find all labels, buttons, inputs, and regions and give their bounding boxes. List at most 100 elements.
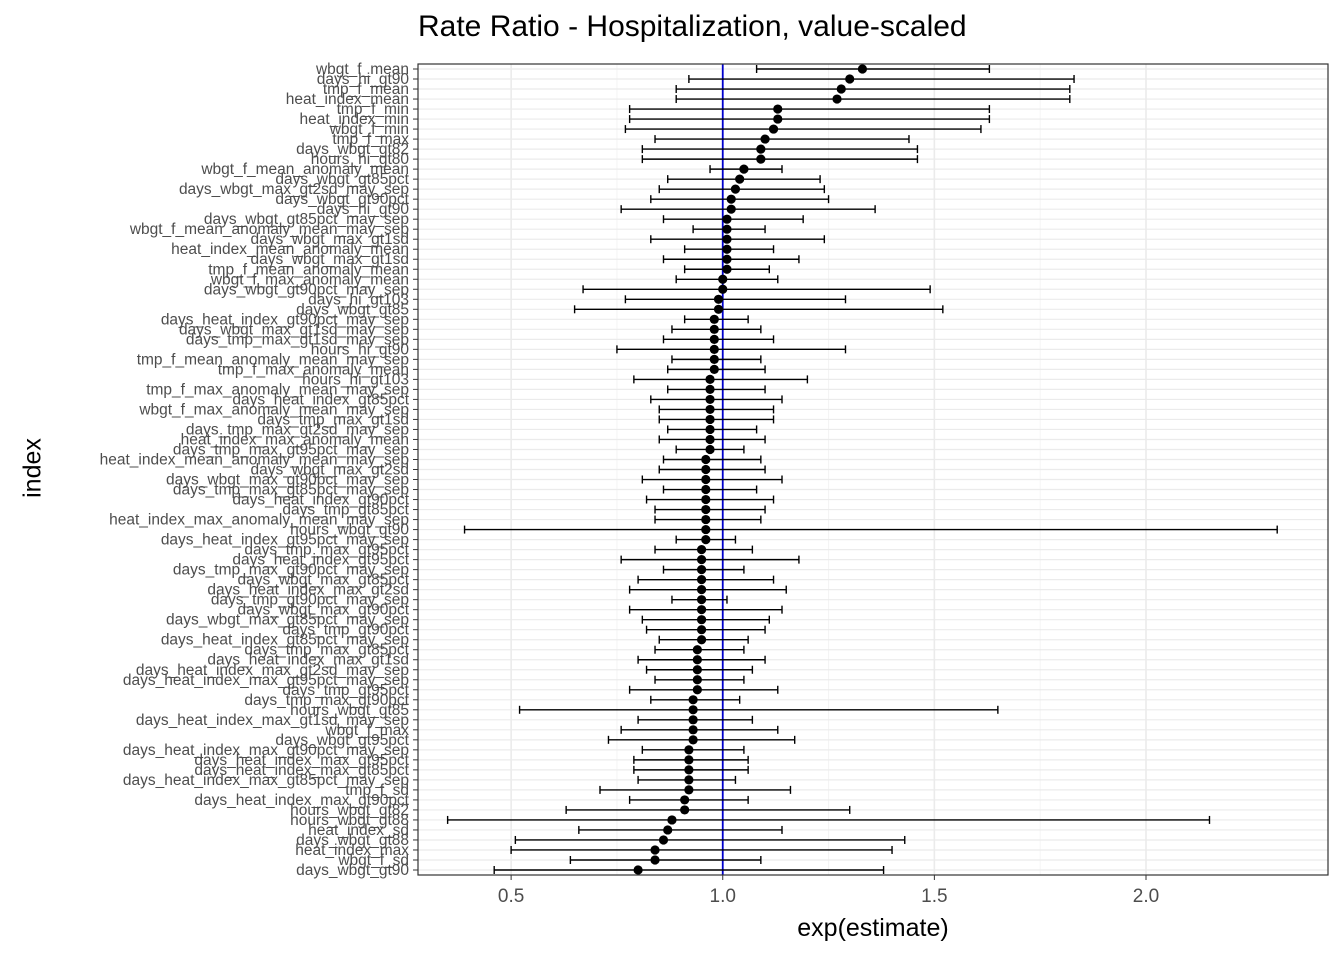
data-point [713, 304, 724, 314]
data-point [722, 254, 732, 264]
y-tick-label: hours_hi_gt90 [311, 341, 410, 358]
y-tick-label: wbgt_f_sd [337, 852, 409, 869]
y-tick-label: heat_index_max_anomaly_mean [181, 431, 409, 448]
x-axis-title: exp(estimate) [797, 914, 949, 942]
y-tick-label: days_tmp_gt90pct_may_sep [211, 592, 409, 609]
y-tick-label: days_heat_index_max_gt85pct [194, 762, 409, 779]
data-point [650, 845, 660, 855]
data-point [832, 94, 842, 104]
data-point [696, 615, 707, 625]
y-tick-label: days_wbgt_max_gt2sd [250, 462, 409, 479]
y-tick-label: wbgt_f_mean_anomaly_mean_may_sep [129, 221, 409, 238]
y-tick-label: days_heat_index_gt85pct_may_sep [161, 632, 409, 649]
y-tick-label: days_wbgt_max_gt85pct_may_sep [166, 612, 409, 629]
data-point [680, 795, 690, 805]
data-point [705, 384, 715, 394]
x-tick-label: 2.0 [1133, 886, 1159, 907]
y-tick-label: days_wbgt_max_gt90pct [238, 602, 410, 619]
data-point [709, 364, 719, 374]
data-point [760, 134, 770, 144]
y-tick-label: days_tmp_max_gt90pct [244, 692, 409, 709]
data-point [705, 374, 715, 384]
y-tick-label: hours_wbgt_gt90 [290, 522, 409, 539]
y-tick-label: days_tmp_max_gt90pct_may_sep [173, 562, 409, 579]
y-tick-label: days_heat_index_max_gt90pct [194, 792, 409, 809]
data-point [718, 274, 728, 284]
data-point [633, 865, 643, 875]
y-tick-label: days_tmp_max_gt2sd_may_sep [186, 421, 409, 438]
data-point [705, 424, 715, 435]
data-point [709, 344, 719, 354]
data-marks [446, 64, 1278, 875]
data-point [688, 715, 698, 725]
x-tick-label: 1.0 [710, 886, 736, 907]
data-point [722, 264, 732, 274]
chart-title: Rate Ratio - Hospitalization, value-scal… [418, 10, 967, 43]
y-tick-label: tmp_f_mean_anomaly_mean_may_sep [137, 351, 409, 368]
data-point [684, 785, 694, 795]
y-tick-label: days_tmp_max_gt1sd [257, 411, 409, 428]
data-point [701, 514, 711, 525]
data-point [756, 154, 766, 164]
y-tick-label: tmp_f_max [332, 131, 409, 148]
y-tick-label: heat_index_max_anomaly_mean_may_sep [109, 512, 409, 529]
y-tick-label: tmp_f_mean [323, 81, 409, 98]
y-tick-label: days_wbgt_max_gt1sd [250, 231, 409, 248]
data-point [688, 695, 698, 705]
y-tick-label: days_wbgt_gt85pct [275, 171, 409, 188]
y-tick-label: hours_wbgt_gt82 [290, 802, 409, 819]
y-tick-label: wbgt_f_mean [315, 61, 409, 78]
data-point [696, 585, 707, 595]
data-point [705, 414, 715, 425]
data-point [663, 825, 673, 835]
y-tick-label: days_wbgt_gt88 [296, 832, 409, 849]
x-tick-label: 1.5 [921, 886, 947, 907]
y-tick-label: days_tmp_max_gt95pct [244, 542, 409, 559]
y-tick-label: heat_index_max [295, 842, 409, 859]
data-point [696, 635, 707, 645]
y-tick-label: days_wbgt_gt82 [296, 141, 409, 158]
data-point [845, 74, 855, 84]
y-tick-label: days_tmp_max_gt85pct_may_sep [173, 482, 409, 499]
y-tick-label: days_tmp_gt95pct [282, 682, 409, 699]
y-tick-label: days_wbgt_max_gt90pct_may_sep [166, 472, 409, 489]
y-tick-label: tmp_f_min [337, 101, 409, 118]
x-tick-label: 0.5 [498, 886, 524, 907]
data-point [701, 474, 711, 485]
y-axis: wbgt_f_meandays_hi_gt90tmp_f_meanheat_in… [100, 61, 418, 879]
y-tick-label: days_heat_index_gt95pct [232, 552, 409, 569]
y-tick-label: heat_index_mean [286, 91, 409, 108]
data-point [705, 404, 715, 415]
data-point [701, 454, 711, 465]
y-tick-label: days_heat_index_max_gt2sd [207, 582, 409, 599]
data-point [688, 705, 698, 715]
y-tick-label: days_hi_gt103 [308, 291, 409, 308]
data-point [773, 114, 783, 124]
y-tick-label: days_heat_index_gt90pct_may_sep [161, 311, 409, 328]
data-point [684, 765, 694, 775]
y-tick-label: days_heat_index_max_gt90pct_may_sep [123, 742, 409, 759]
data-point [718, 284, 728, 294]
y-tick-label: days_heat_index_max_gt2sd_may_sep [136, 662, 409, 679]
y-tick-label: days_heat_index_gt85pct [232, 391, 409, 408]
y-tick-label: days_tmp_gt90pct [282, 622, 409, 639]
y-tick-label: wbgt_f_max [324, 722, 409, 739]
data-point [709, 324, 719, 334]
y-tick-label: days_wbgt_gt90pct [275, 191, 409, 208]
data-point [726, 204, 736, 214]
y-tick-label: wbgt_f_mean_anomaly_mean [200, 161, 409, 178]
data-point [701, 534, 711, 545]
data-point [696, 565, 707, 575]
data-point [684, 745, 694, 755]
y-tick-label: heat_index_min [300, 111, 409, 128]
y-tick-label: days_tmp_max_gt95pct_may_sep [173, 441, 409, 458]
y-tick-label: days_wbgt_gt90pct_may_sep [204, 281, 409, 298]
data-point [696, 555, 707, 565]
data-point [709, 354, 719, 364]
data-point [722, 234, 732, 244]
y-tick-label: days_heat_index_max_gt85pct_may_sep [123, 772, 409, 789]
data-point [722, 224, 732, 234]
y-tick-label: days_heat_index_gt95pct_may_sep [161, 532, 409, 549]
x-axis: 0.5 1.0 1.5 2.0 [498, 875, 1159, 907]
